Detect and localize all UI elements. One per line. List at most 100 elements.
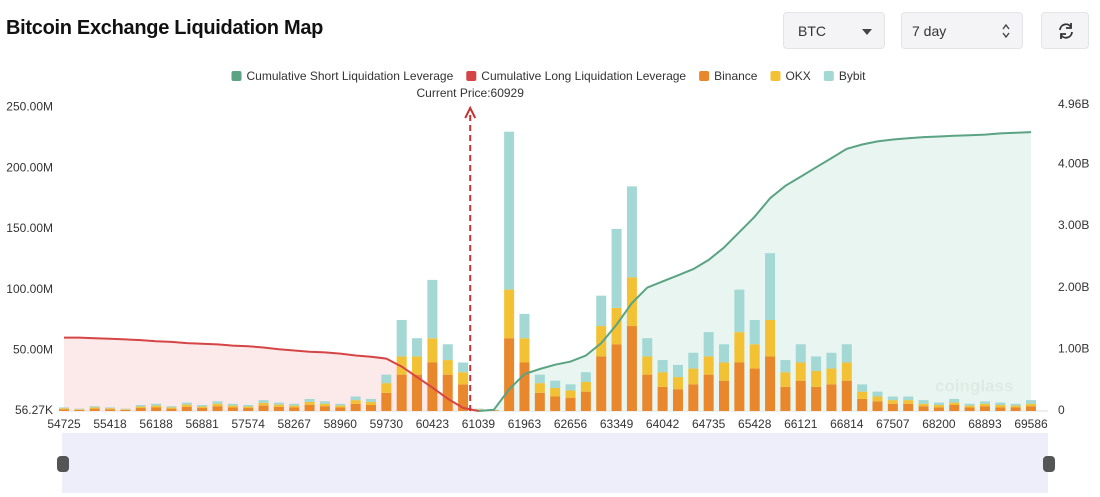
- bar-segment: [703, 374, 714, 411]
- bar-segment: [749, 319, 760, 345]
- slider-handle-left[interactable]: [57, 456, 69, 472]
- bar-segment: [396, 356, 407, 375]
- bar-segment: [89, 407, 100, 409]
- bar-segment: [826, 352, 837, 369]
- bar-segment: [642, 338, 653, 357]
- x-tick-label: 64042: [646, 417, 680, 431]
- x-tick-label: 58267: [278, 417, 312, 431]
- bar-segment: [534, 383, 545, 393]
- y-tick-label: 50.00M: [13, 343, 53, 357]
- bar-segment: [212, 403, 223, 407]
- bar-segment: [611, 307, 622, 345]
- bar-segment: [565, 397, 576, 411]
- y2-tick-label: 0: [1058, 403, 1065, 417]
- bar-segment: [120, 409, 131, 410]
- bar-segment: [89, 406, 100, 408]
- y2-tick-label: 1.00B: [1058, 341, 1089, 355]
- x-tick-label: 69586: [1014, 417, 1048, 431]
- legend-marker: [699, 71, 710, 81]
- bar-segment: [872, 401, 883, 411]
- bar-segment: [964, 403, 975, 406]
- bar-segment: [427, 279, 438, 339]
- bar-segment: [811, 356, 822, 371]
- bar-segment: [611, 228, 622, 308]
- bar-segment: [227, 407, 238, 411]
- bar-segment: [519, 338, 530, 363]
- bar-segment: [949, 404, 960, 411]
- bar-segment: [565, 390, 576, 398]
- bar-segment: [780, 372, 791, 387]
- bar-segment: [780, 360, 791, 373]
- bar-segment: [841, 344, 852, 363]
- bar-segment: [550, 387, 561, 397]
- bar-segment: [949, 398, 960, 403]
- bar-segment: [611, 344, 622, 411]
- bar-segment: [319, 403, 330, 407]
- x-tick-label: 54725: [47, 417, 81, 431]
- bar-segment: [273, 402, 284, 405]
- bar-segment: [933, 402, 944, 405]
- legend-marker: [231, 71, 242, 81]
- bar-segment: [181, 406, 192, 411]
- bar-segment: [580, 381, 591, 392]
- slider-handle-right[interactable]: [1043, 456, 1055, 472]
- bar-segment: [273, 406, 284, 411]
- bar-segment: [688, 368, 699, 385]
- bar-segment: [319, 401, 330, 404]
- line: [64, 336, 479, 412]
- bar-segment: [243, 404, 254, 407]
- bar-segment: [765, 319, 776, 357]
- bar-segment: [412, 356, 423, 375]
- symbol-select[interactable]: BTC: [783, 12, 885, 49]
- y-tick-label: 100.00M: [6, 282, 53, 296]
- bar-segment: [412, 338, 423, 357]
- bar-segment: [258, 402, 269, 406]
- bar-segment: [442, 360, 453, 375]
- bar-segment: [74, 409, 85, 411]
- bar-segment: [227, 405, 238, 408]
- y2-tick-label: 4.96B: [1058, 97, 1089, 111]
- x-tick-label: 56881: [185, 417, 219, 431]
- y-tick-label: 56.27K: [15, 403, 53, 417]
- bar-segment: [857, 391, 868, 399]
- bar-segment: [734, 289, 745, 333]
- bar-segment: [534, 374, 545, 384]
- bar-segment: [565, 384, 576, 391]
- bar-segment: [734, 362, 745, 411]
- updown-caret: [1002, 24, 1010, 38]
- bar-segment: [89, 408, 100, 411]
- legend-label: Binance: [714, 69, 758, 83]
- bar-segment: [396, 319, 407, 357]
- legend-marker: [823, 71, 834, 81]
- bar-segment: [212, 406, 223, 411]
- bar-segment: [273, 404, 284, 407]
- bar-segment: [857, 384, 868, 392]
- area-fill: [64, 337, 479, 411]
- period-select[interactable]: 7 day: [901, 12, 1023, 49]
- y-tick-label: 200.00M: [6, 160, 53, 174]
- bar-segment: [887, 400, 898, 404]
- bar-segment: [795, 380, 806, 411]
- bar-segment: [197, 406, 208, 409]
- bar-segment: [765, 253, 776, 320]
- bar-segment: [580, 391, 591, 411]
- bar-segment: [181, 404, 192, 407]
- bar-segment: [473, 409, 484, 410]
- bar-segment: [534, 392, 545, 411]
- bar-segment: [857, 398, 868, 411]
- bar-segment: [335, 407, 346, 411]
- y2-tick-label: 3.00B: [1058, 218, 1089, 232]
- y-tick-label: 250.00M: [6, 100, 53, 114]
- bar-segment: [289, 405, 300, 408]
- refresh-button[interactable]: [1041, 12, 1089, 49]
- bar-segment: [657, 372, 668, 387]
- x-tick-label: 57574: [232, 417, 266, 431]
- y2-tick-label: 4.00B: [1058, 156, 1089, 170]
- bar-segment: [719, 380, 730, 411]
- x-tick-label: 55418: [93, 417, 127, 431]
- bar-segment: [903, 396, 914, 401]
- x-tick-label: 62656: [554, 417, 588, 431]
- bar-segment: [719, 344, 730, 363]
- legend-label: Cumulative Short Liquidation Leverage: [246, 69, 453, 83]
- bar-segment: [811, 370, 822, 387]
